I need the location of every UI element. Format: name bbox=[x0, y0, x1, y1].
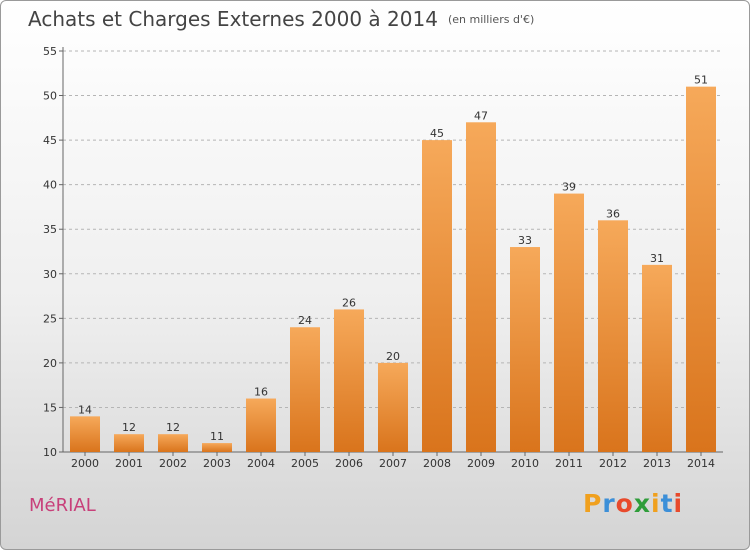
chart-title: Achats et Charges Externes 2000 à 2014 (e… bbox=[28, 7, 534, 31]
x-tick-label: 2005 bbox=[291, 457, 319, 470]
brand-letter: t bbox=[660, 489, 674, 518]
brand-letter: r bbox=[602, 489, 616, 518]
x-tick-label: 2012 bbox=[599, 457, 627, 470]
bar-value-label: 33 bbox=[518, 234, 532, 247]
bar bbox=[246, 398, 276, 452]
bar-value-label: 47 bbox=[474, 109, 488, 122]
bar bbox=[334, 309, 364, 452]
bar bbox=[510, 247, 540, 452]
y-tick-label: 45 bbox=[43, 134, 57, 147]
brand-letter: P bbox=[583, 489, 603, 518]
bar-value-label: 39 bbox=[562, 181, 576, 194]
x-tick-label: 2013 bbox=[643, 457, 671, 470]
bar bbox=[466, 122, 496, 453]
bar-value-label: 24 bbox=[298, 314, 312, 327]
x-tick-label: 2010 bbox=[511, 457, 539, 470]
x-tick-label: 2011 bbox=[555, 457, 583, 470]
brand-letter: i bbox=[651, 489, 661, 518]
y-tick-label: 30 bbox=[43, 268, 57, 281]
bar-value-label: 14 bbox=[78, 403, 92, 416]
chart-subtitle: (en milliers d'€) bbox=[447, 13, 535, 26]
bar-value-label: 12 bbox=[166, 421, 180, 434]
bar bbox=[290, 327, 320, 452]
chart-title-text: Achats et Charges Externes 2000 à 2014 bbox=[28, 7, 438, 31]
bar-value-label: 36 bbox=[606, 207, 620, 220]
x-tick-label: 2002 bbox=[159, 457, 187, 470]
bar-value-label: 26 bbox=[342, 296, 356, 309]
x-tick-label: 2006 bbox=[335, 457, 363, 470]
x-tick-label: 2003 bbox=[203, 457, 231, 470]
bar-value-label: 16 bbox=[254, 386, 268, 399]
brand-letter: i bbox=[673, 489, 684, 518]
x-tick-label: 2014 bbox=[687, 457, 715, 470]
y-tick-label: 50 bbox=[43, 90, 57, 103]
y-tick-label: 20 bbox=[43, 357, 57, 370]
y-tick-label: 25 bbox=[43, 312, 57, 325]
x-tick-label: 2004 bbox=[247, 457, 275, 470]
bar-value-label: 45 bbox=[430, 127, 444, 140]
y-tick-label: 55 bbox=[43, 45, 57, 58]
bar bbox=[554, 193, 584, 453]
bars bbox=[70, 86, 716, 453]
bar-value-label: 51 bbox=[694, 74, 708, 87]
x-tick-label: 2007 bbox=[379, 457, 407, 470]
brand-letter: x bbox=[633, 489, 651, 518]
x-tick-label: 2008 bbox=[423, 457, 451, 470]
bar-value-label: 11 bbox=[210, 430, 224, 443]
x-tick-label: 2001 bbox=[115, 457, 143, 470]
bar bbox=[422, 140, 452, 452]
bar bbox=[114, 434, 144, 452]
y-tick-label: 40 bbox=[43, 179, 57, 192]
bar-value-label: 20 bbox=[386, 350, 400, 363]
bar bbox=[158, 434, 188, 452]
bar bbox=[686, 86, 716, 453]
labels: 14 2000 12 2001 12 2002 11 2003 16 2004 24 2005 26 20… bbox=[71, 74, 715, 470]
proxiti-logo[interactable]: Proxiti bbox=[583, 489, 683, 518]
bar-value-label: 12 bbox=[122, 421, 136, 434]
bar-value-label: 31 bbox=[650, 252, 664, 265]
bar bbox=[202, 443, 232, 452]
y-tick-label: 35 bbox=[43, 223, 57, 236]
bar bbox=[642, 264, 672, 452]
y-tick-label: 15 bbox=[43, 401, 57, 414]
bar bbox=[598, 220, 628, 452]
brand-letter: o bbox=[615, 489, 634, 518]
commune-name: MéRIAL bbox=[29, 495, 96, 516]
y-tick-label: 10 bbox=[43, 446, 57, 459]
bar bbox=[378, 362, 408, 452]
bar bbox=[70, 416, 100, 452]
x-tick-label: 2000 bbox=[71, 457, 99, 470]
x-tick-label: 2009 bbox=[467, 457, 495, 470]
